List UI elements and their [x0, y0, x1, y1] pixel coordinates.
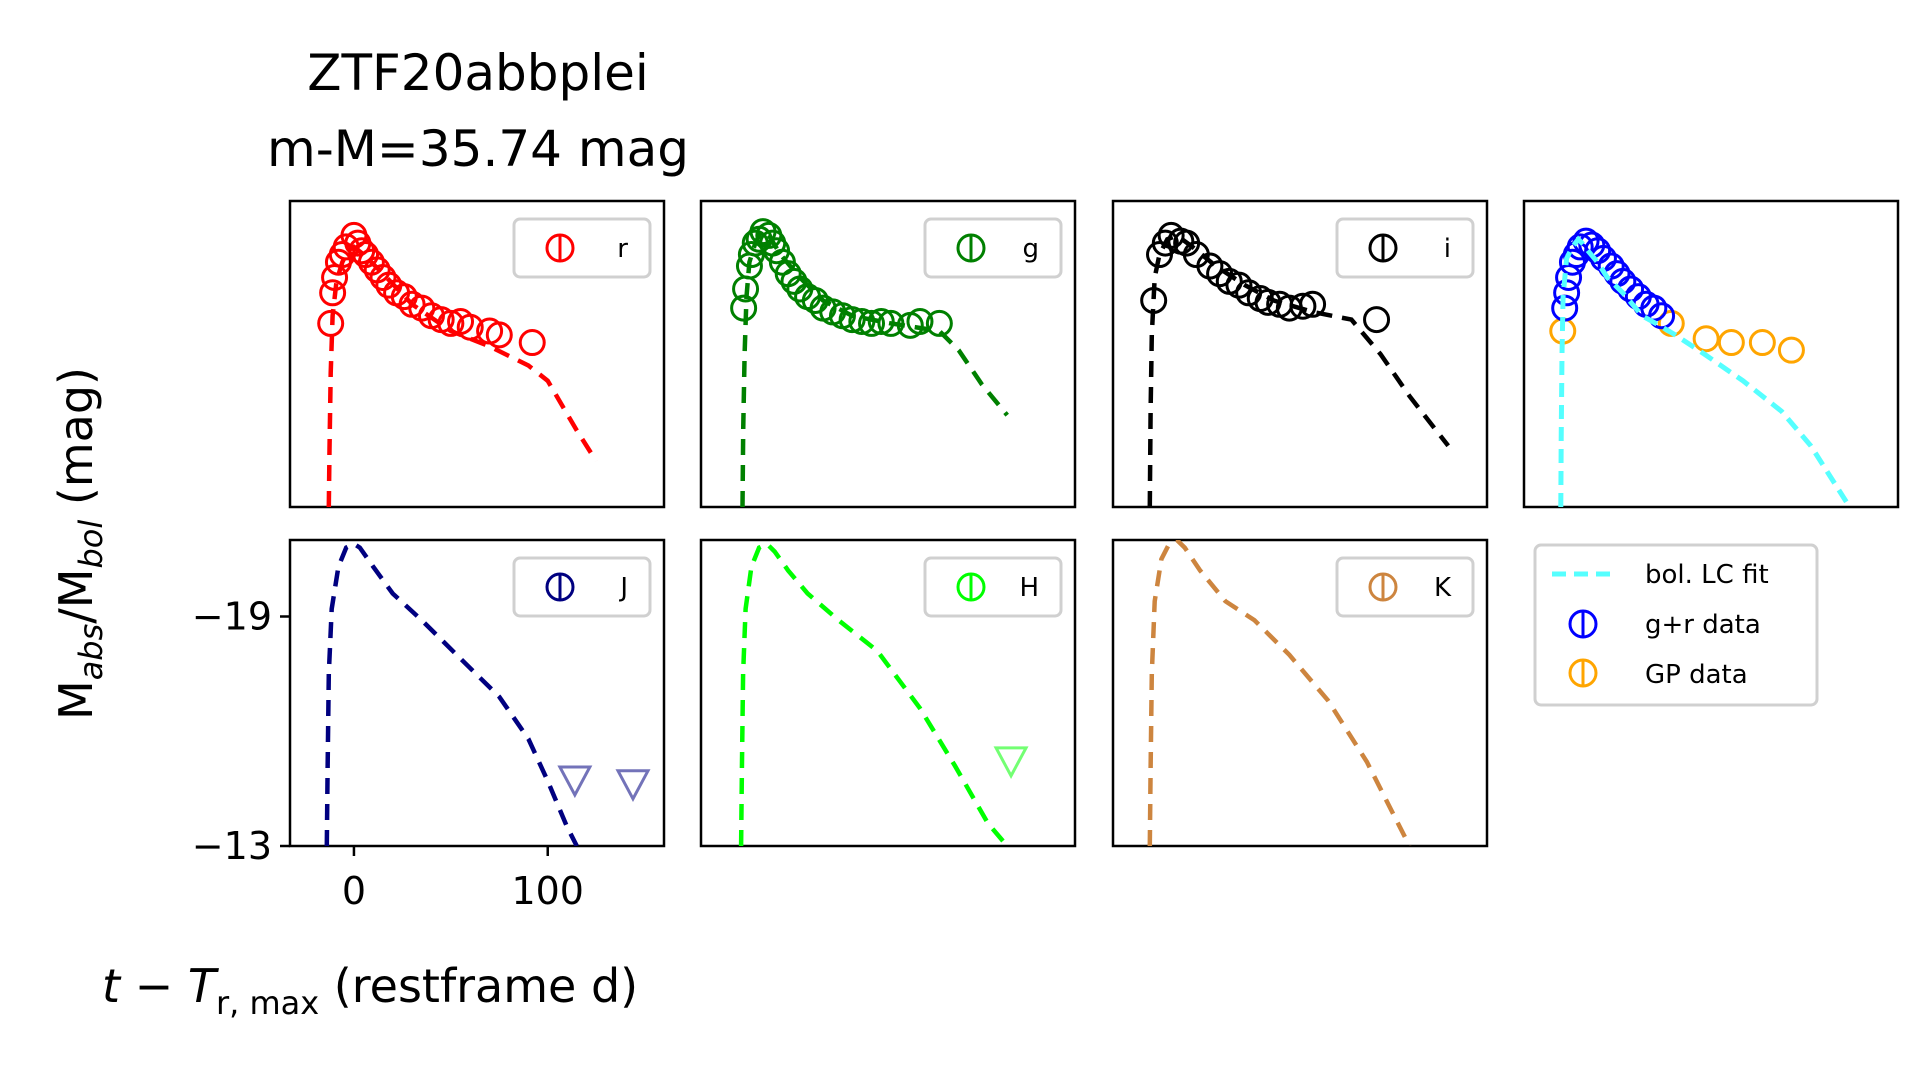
legend-marker-r	[545, 233, 575, 263]
fit-line-K	[1147, 540, 1412, 846]
xlabel-tail: (restframe d)	[319, 959, 638, 1013]
upper-limit-H	[993, 746, 1029, 780]
legend-label-K: K	[1434, 573, 1452, 603]
chart-title-distance: m-M=35.74 mag	[267, 120, 689, 178]
gr-data-point	[1584, 237, 1612, 265]
data-point-g	[730, 294, 758, 322]
gp-data-point	[1777, 336, 1805, 364]
data-point-g	[838, 306, 866, 334]
panel-bolometric	[1522, 199, 1900, 509]
x-axis-label: t − Tr, max (restframe d)	[102, 959, 638, 1022]
xlabel-t: t	[102, 959, 122, 1013]
gp-data-point	[1748, 329, 1776, 357]
data-point-i	[1299, 290, 1327, 318]
data-point-r	[456, 313, 484, 341]
data-point-r	[319, 279, 347, 307]
fit-line-J	[324, 541, 579, 846]
data-point-r	[317, 309, 345, 337]
gp-data-point	[1692, 325, 1720, 353]
xlabel-T: T	[188, 959, 220, 1013]
bol-legend-gr-label: g+r data	[1645, 610, 1761, 640]
panel-g-band: g	[699, 199, 1077, 509]
svg-text:Mabs/Mbol (mag): Mabs/Mbol (mag)	[49, 367, 110, 720]
legend-label-J: J	[618, 573, 628, 603]
legend-marker-K	[1368, 572, 1398, 602]
gr-data-point	[1648, 302, 1676, 330]
data-point-i	[1289, 292, 1317, 320]
data-point-g	[780, 267, 808, 295]
panel-H-band: H	[699, 538, 1077, 848]
data-point-g	[848, 307, 876, 335]
axis-ticks: −19 −13 0 100	[192, 595, 584, 914]
data-point-g	[906, 307, 934, 335]
panel-frame-r	[288, 199, 666, 509]
panel-frame-i	[1111, 199, 1489, 509]
x-tick-label: 0	[342, 869, 366, 913]
xlabel-sub: r, max	[216, 984, 319, 1022]
upper-limit-J	[615, 769, 651, 802]
data-point-g	[858, 309, 886, 337]
ylabel-mid: /M	[49, 569, 103, 624]
bol-legend-frame	[1533, 543, 1819, 707]
legend-frame-J	[512, 556, 652, 618]
legend-frame-g	[923, 217, 1063, 279]
ylabel-sub1: abs	[72, 624, 110, 681]
legend-marker-i	[1368, 233, 1398, 263]
y-axis-label: Mabs/Mbol (mag)	[49, 367, 110, 720]
data-point-g	[867, 307, 895, 335]
data-point-i	[1140, 286, 1168, 314]
ylabel-sub2: bol	[72, 520, 110, 569]
legend-marker-g	[956, 233, 986, 263]
data-point-g	[877, 309, 905, 337]
ylabel-tail: (mag)	[49, 367, 103, 520]
data-point-i	[1363, 306, 1391, 334]
panel-r-band: r	[288, 199, 666, 509]
gp-data-point	[1717, 329, 1745, 357]
legend-frame-r	[512, 217, 652, 279]
data-point-g	[737, 241, 765, 269]
panel-frame-bol	[1522, 199, 1900, 509]
legend-marker-H	[956, 572, 986, 602]
fit-line-r	[326, 244, 599, 507]
legend-label-H: H	[1019, 573, 1039, 603]
legend-frame-i	[1335, 217, 1475, 279]
panel-frame-K	[1111, 538, 1489, 848]
panel-frame-J	[288, 538, 666, 848]
data-point-r	[518, 329, 546, 357]
bol-legend-gp-label: GP data	[1645, 660, 1748, 690]
y-tick-label: −13	[192, 824, 272, 868]
data-point-i	[1151, 229, 1179, 257]
data-point-r	[369, 264, 397, 291]
bol-legend-gp-marker	[1568, 658, 1598, 688]
bol-legend: bol. LC fit g+r data GP data	[1533, 543, 1819, 707]
legend-frame-K	[1335, 556, 1475, 618]
legend-label-g: g	[1022, 234, 1039, 264]
gr-data-point	[1555, 264, 1583, 291]
panel-J-band: J	[288, 538, 666, 848]
panel-i-band: i	[1111, 199, 1489, 509]
legend-frame-H	[923, 556, 1063, 618]
ylabel-m1: M	[49, 680, 103, 720]
gr-data-point	[1566, 233, 1594, 261]
legend-marker-J	[545, 572, 575, 602]
gr-data-point	[1603, 260, 1631, 288]
y-tick-label: −19	[192, 595, 272, 639]
data-point-r	[485, 321, 513, 349]
data-point-g	[925, 309, 953, 337]
bol-legend-fit-label: bol. LC fit	[1645, 560, 1769, 590]
x-tick-label: 100	[511, 869, 584, 913]
upper-limit-J	[557, 765, 593, 799]
legend-label-r: r	[617, 234, 628, 264]
xlabel-minus: −	[120, 959, 188, 1013]
fit-line-g	[740, 228, 1009, 507]
bol-legend-gr-marker	[1568, 609, 1598, 639]
chart-title-name: ZTF20abbplei	[307, 44, 649, 102]
panel-frame-H	[699, 538, 1077, 848]
panel-frame-g	[699, 199, 1077, 509]
data-point-r	[437, 309, 465, 337]
panel-K-band: K	[1111, 538, 1489, 848]
bol-fit-line	[1558, 235, 1852, 507]
legend-label-i: i	[1444, 234, 1451, 264]
